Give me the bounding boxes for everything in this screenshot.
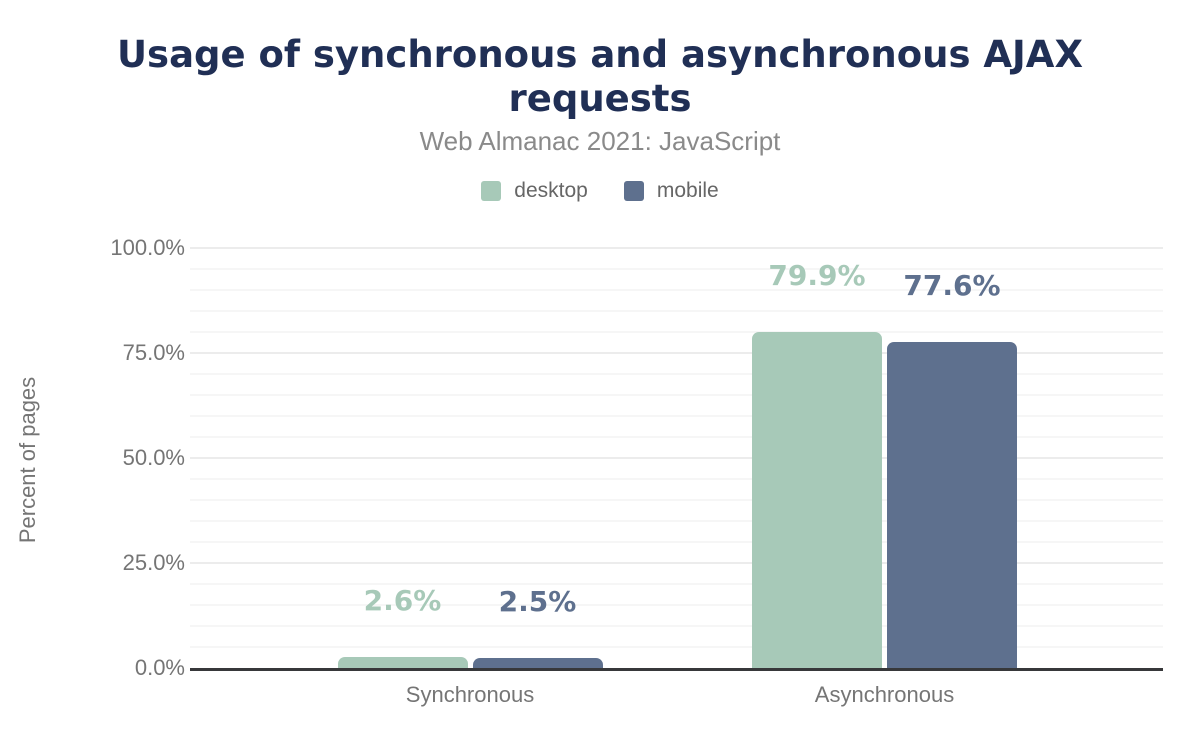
grid-line-minor	[190, 394, 1163, 396]
x-tick-label-synchronous: Synchronous	[405, 682, 535, 707]
bar-value-label-mobile-synchronous: 2.5%	[498, 584, 577, 618]
legend-item-desktop[interactable]: desktop	[481, 179, 588, 203]
x-tick-label-asynchronous: Asynchronous	[814, 682, 955, 707]
bar-mobile-synchronous[interactable]	[472, 657, 603, 668]
y-tick-label: 75.0%	[122, 340, 185, 365]
bar-value-label-mobile-asynchronous: 77.6%	[903, 269, 1001, 303]
bar-value-label-desktop-synchronous: 2.6%	[363, 584, 442, 618]
grid-line-minor	[190, 415, 1163, 417]
legend-label-mobile: mobile	[656, 179, 719, 202]
grid-line-minor	[190, 583, 1163, 585]
legend-swatch-icon-desktop	[481, 181, 502, 201]
y-axis-title: Percent of pages	[15, 376, 40, 544]
y-tick-label: 25.0%	[122, 550, 185, 575]
legend: desktop mobile	[0, 179, 1200, 203]
bar-desktop-synchronous[interactable]	[337, 657, 468, 668]
y-tick-label: 0.0%	[134, 655, 185, 680]
grid-line-minor	[190, 499, 1163, 501]
bar-mobile-asynchronous[interactable]	[887, 342, 1017, 668]
grid-line-major	[190, 457, 1163, 459]
y-tick-label: 50.0%	[122, 445, 185, 470]
grid-line-minor	[190, 289, 1163, 291]
legend-swatch-icon-mobile	[623, 181, 644, 201]
legend-label-desktop: desktop	[514, 179, 588, 202]
grid-line-minor	[190, 373, 1163, 375]
bar-desktop-asynchronous[interactable]	[752, 332, 882, 668]
grid-line-minor	[190, 268, 1163, 270]
grid-line-major	[190, 247, 1163, 249]
bar-value-label-desktop-asynchronous: 79.9%	[768, 259, 866, 293]
grid-line-minor	[190, 436, 1163, 438]
chart-title: Usage of synchronous and asynchronous AJ…	[117, 33, 1083, 120]
x-axis-line	[190, 668, 1163, 671]
grid-line-minor	[190, 331, 1163, 333]
y-tick-label: 100.0%	[110, 235, 185, 260]
grid-line-major	[190, 562, 1163, 564]
legend-item-mobile[interactable]: mobile	[623, 179, 719, 203]
chart-subtitle: Web Almanac 2021: JavaScript	[419, 126, 781, 156]
grid-line-minor	[190, 310, 1163, 312]
grid-line-minor	[190, 646, 1163, 648]
grid-line-minor	[190, 604, 1163, 606]
grid-line-minor	[190, 520, 1163, 522]
grid-line-minor	[190, 478, 1163, 480]
grid-line-major	[190, 352, 1163, 354]
grid-line-minor	[190, 541, 1163, 543]
grid-line-minor	[190, 625, 1163, 627]
